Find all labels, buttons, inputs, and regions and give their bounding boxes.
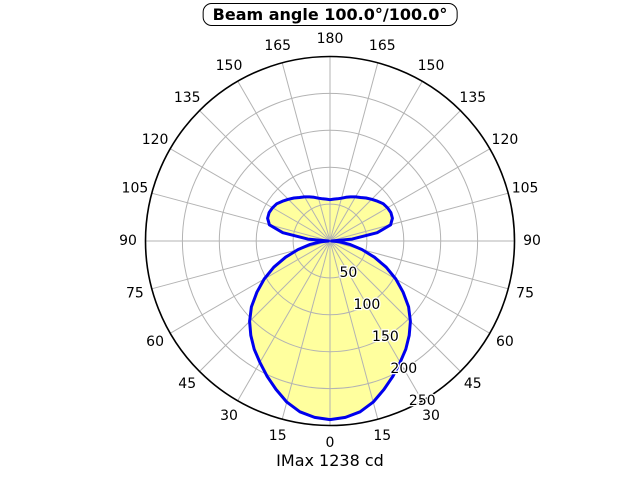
angle-tick-label: 75	[516, 285, 534, 301]
grid-spoke	[281, 240, 331, 420]
grid-spoke	[329, 240, 461, 372]
radial-tick-label: 150	[372, 329, 399, 345]
grid-spoke	[237, 240, 331, 402]
angle-tick-label: 0	[326, 435, 335, 451]
angle-tick-label: 75	[126, 285, 144, 301]
angle-tick-label: 120	[492, 132, 519, 148]
grid-spoke	[237, 80, 331, 242]
grid-spoke	[329, 148, 491, 242]
grid-spoke	[329, 240, 379, 420]
grid-spoke	[199, 240, 331, 372]
grid-spoke	[199, 110, 331, 242]
grid-spoke	[329, 240, 491, 334]
grid-spoke	[329, 192, 509, 242]
angle-tick-label: 150	[418, 58, 445, 74]
angle-tick-labels: 0 15 15 30 30 45 45 60 60 75 75 90 90 105 105 120 120 135…	[119, 31, 541, 451]
radial-tick-label: 250	[409, 393, 436, 409]
angle-tick-label: 135	[459, 90, 486, 106]
grid-spoke	[151, 192, 331, 242]
angle-tick-label: 30	[422, 408, 440, 424]
angle-tick-label: 180	[317, 31, 344, 47]
angle-tick-label: 90	[523, 233, 541, 249]
angle-tick-label: 105	[122, 181, 149, 197]
outer-circle	[144, 55, 516, 427]
grid-spoke	[169, 240, 331, 334]
imax-caption: IMax 1238 cd	[276, 451, 384, 470]
angle-tick-label: 30	[220, 408, 238, 424]
angle-tick-label: 45	[464, 376, 482, 392]
grid-circle	[181, 92, 479, 390]
angle-tick-label: 150	[216, 58, 243, 74]
radial-tick-label: 50	[339, 265, 357, 281]
angle-tick-label: 165	[264, 38, 291, 54]
angle-tick-label: 60	[146, 334, 164, 350]
radial-tick-label: 200	[390, 361, 417, 377]
radial-tick-labels: 50 100 150 200 250	[338, 264, 437, 410]
angle-tick-label: 90	[119, 233, 137, 249]
grid-circle	[218, 129, 442, 353]
angle-tick-label: 120	[142, 132, 169, 148]
grid-spoke	[329, 240, 423, 402]
grid-circle	[292, 203, 368, 279]
angle-tick-label: 15	[269, 428, 287, 444]
angle-tick-label: 165	[369, 38, 396, 54]
grid-spoke	[281, 62, 331, 242]
angle-tick-label: 105	[512, 181, 539, 197]
angle-tick-label: 135	[174, 90, 201, 106]
radial-tick-label: 100	[354, 297, 381, 313]
chart-title: Beam angle 100.0°/100.0°	[202, 3, 458, 26]
intensity-curve	[248, 195, 412, 422]
angle-tick-label: 15	[373, 428, 391, 444]
angle-tick-label: 45	[178, 376, 196, 392]
grid-spoke	[169, 148, 331, 242]
angle-tick-label: 60	[496, 334, 514, 350]
grid-circle	[255, 166, 405, 316]
grid-spoke	[329, 80, 423, 242]
polar-grid	[145, 56, 515, 426]
grid-spoke	[329, 110, 461, 242]
grid-spoke	[329, 62, 379, 242]
